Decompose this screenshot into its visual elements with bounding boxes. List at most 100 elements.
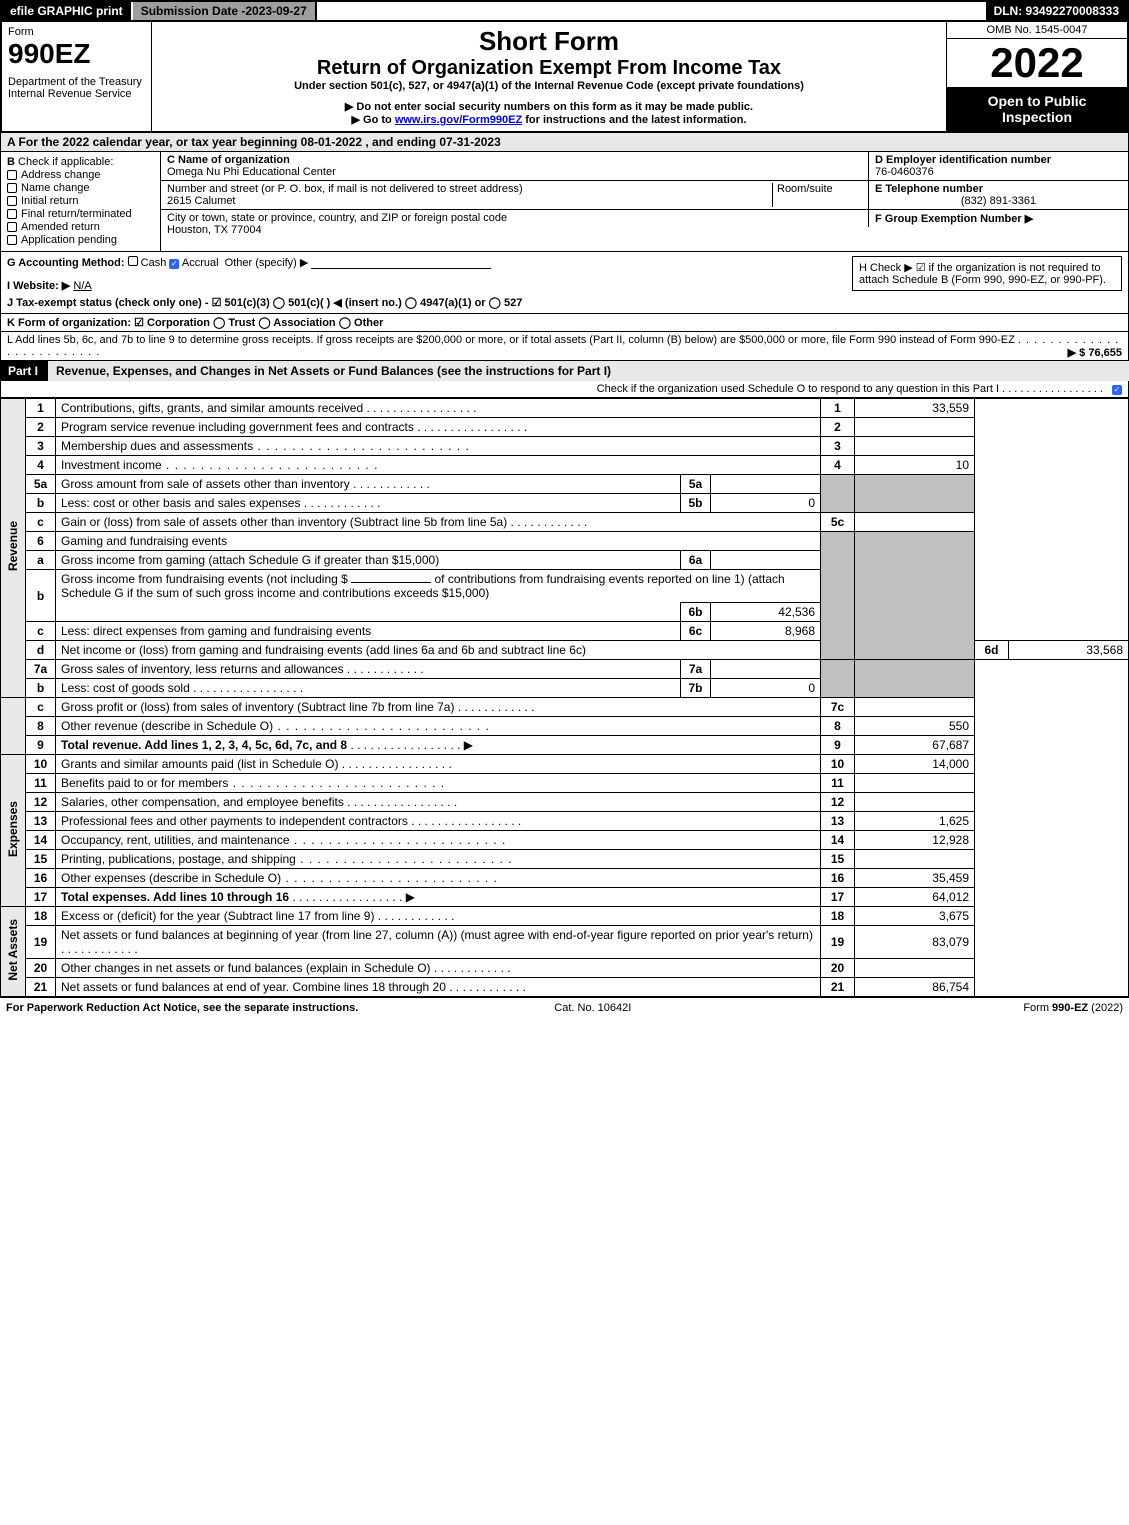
l5a-sv — [711, 475, 821, 494]
k-text: K Form of organization: ☑ Corporation ◯ … — [7, 317, 383, 329]
side-revenue: Revenue — [1, 399, 26, 698]
l18-text: Excess or (deficit) for the year (Subtra… — [56, 907, 821, 926]
l14-val: 12,928 — [855, 831, 975, 850]
l-amount: ▶ $ 76,655 — [1068, 346, 1122, 359]
opt-final-return: Final return/terminated — [21, 208, 132, 220]
opt-name-change: Name change — [21, 182, 90, 194]
l6d-text: Net income or (loss) from gaming and fun… — [56, 641, 821, 660]
l9-rn: 9 — [821, 736, 855, 755]
subtitle-1: Under section 501(c), 527, or 4947(a)(1)… — [158, 80, 940, 92]
chk-application-pending[interactable] — [7, 235, 17, 245]
l3-text: Membership dues and assessments — [56, 437, 821, 456]
l8-text: Other revenue (describe in Schedule O) — [56, 717, 821, 736]
sub3-pre: ▶ Go to — [352, 114, 395, 126]
chk-address-change[interactable] — [7, 170, 17, 180]
l17-num: 17 — [26, 888, 56, 907]
grey-cell — [855, 475, 975, 513]
l17-rn: 17 — [821, 888, 855, 907]
opt-address-change: Address change — [21, 169, 101, 181]
l17-text: Total expenses. Add lines 10 through 16 … — [56, 888, 821, 907]
l5c-num: c — [26, 513, 56, 532]
chk-schedule-o[interactable] — [1112, 385, 1122, 395]
chk-final-return[interactable] — [7, 209, 17, 219]
form-label: Form — [8, 26, 145, 38]
part-1-sub: Check if the organization used Schedule … — [0, 381, 1129, 398]
section-b-wrap: B Check if applicable: Address change Na… — [0, 152, 1129, 252]
l2-text: Program service revenue including govern… — [56, 418, 821, 437]
l15-num: 15 — [26, 850, 56, 869]
l6-text: Gaming and fundraising events — [56, 532, 821, 551]
footer-right: Form 990-EZ (2022) — [1023, 1002, 1123, 1014]
g-other-blank[interactable] — [311, 257, 491, 269]
l5a-sn: 5a — [681, 475, 711, 494]
subm-label: Submission Date - — [141, 4, 246, 18]
grey-cell — [855, 660, 975, 698]
l7a-text: Gross sales of inventory, less returns a… — [56, 660, 681, 679]
l5c-rn: 5c — [821, 513, 855, 532]
l6d-val: 33,568 — [1009, 641, 1129, 660]
l19-rn: 19 — [821, 926, 855, 959]
section-b: B Check if applicable: Address change Na… — [1, 152, 161, 251]
l20-num: 20 — [26, 959, 56, 978]
l7b-text: Less: cost of goods sold — [56, 679, 681, 698]
top-bar: efile GRAPHIC print Submission Date - 20… — [0, 0, 1129, 20]
submission-date: Submission Date - 2023-09-27 — [133, 2, 317, 20]
l13-rn: 13 — [821, 812, 855, 831]
open-to-public: Open to Public Inspection — [947, 87, 1127, 131]
l21-text: Net assets or fund balances at end of ye… — [56, 978, 821, 997]
l10-rn: 10 — [821, 755, 855, 774]
l17-val: 64,012 — [855, 888, 975, 907]
row-k: K Form of organization: ☑ Corporation ◯ … — [0, 314, 1129, 332]
chk-name-change[interactable] — [7, 183, 17, 193]
l1-val: 33,559 — [855, 399, 975, 418]
opt-amended-return: Amended return — [21, 221, 100, 233]
website: N/A — [73, 280, 91, 292]
l5a-text: Gross amount from sale of assets other t… — [56, 475, 681, 494]
l5b-text: Less: cost or other basis and sales expe… — [56, 494, 681, 513]
l-text: L Add lines 5b, 6c, and 7b to line 9 to … — [7, 334, 1015, 346]
l9-num: 9 — [26, 736, 56, 755]
page-footer: For Paperwork Reduction Act Notice, see … — [0, 997, 1129, 1018]
l18-rn: 18 — [821, 907, 855, 926]
l9-val: 67,687 — [855, 736, 975, 755]
row-g-h: H Check ▶ ☑ if the organization is not r… — [0, 252, 1129, 314]
chk-accrual[interactable] — [169, 259, 179, 269]
chk-amended-return[interactable] — [7, 222, 17, 232]
grey-cell — [855, 532, 975, 660]
l1-num: 1 — [26, 399, 56, 418]
l6b-spacer — [56, 603, 681, 622]
l8-num: 8 — [26, 717, 56, 736]
l7a-num: 7a — [26, 660, 56, 679]
efile-label[interactable]: efile GRAPHIC print — [2, 2, 133, 20]
irs-link[interactable]: www.irs.gov/Form990EZ — [395, 114, 522, 126]
side-net-assets: Net Assets — [1, 907, 26, 997]
main-title: Return of Organization Exempt From Incom… — [158, 57, 940, 80]
subtitle-2: ▶ Do not enter social security numbers o… — [158, 100, 940, 113]
l16-num: 16 — [26, 869, 56, 888]
l5c-text: Gain or (loss) from sale of assets other… — [56, 513, 821, 532]
l5b-sn: 5b — [681, 494, 711, 513]
l7b-sv: 0 — [711, 679, 821, 698]
l5a-num: 5a — [26, 475, 56, 494]
d-label: D Employer identification number — [875, 154, 1051, 166]
subm-date-val: 2023-09-27 — [245, 4, 306, 18]
form-header: Form 990EZ Department of the Treasury In… — [0, 20, 1129, 133]
ein: 76-0460376 — [875, 166, 934, 178]
chk-initial-return[interactable] — [7, 196, 17, 206]
section-d-e-f: D Employer identification number 76-0460… — [868, 152, 1128, 251]
org-name: Omega Nu Phi Educational Center — [167, 166, 336, 178]
l7b-sn: 7b — [681, 679, 711, 698]
l16-rn: 16 — [821, 869, 855, 888]
l10-text: Grants and similar amounts paid (list in… — [56, 755, 821, 774]
chk-cash[interactable] — [128, 256, 138, 266]
opt-initial-return: Initial return — [21, 195, 78, 207]
l21-val: 86,754 — [855, 978, 975, 997]
l13-num: 13 — [26, 812, 56, 831]
row-a-period: A For the 2022 calendar year, or tax yea… — [0, 133, 1129, 152]
l2-num: 2 — [26, 418, 56, 437]
l16-val: 35,459 — [855, 869, 975, 888]
l19-text: Net assets or fund balances at beginning… — [56, 926, 821, 959]
section-c: C Name of organization Omega Nu Phi Educ… — [161, 152, 868, 251]
phone: (832) 891-3361 — [875, 195, 1122, 207]
l3-rn: 3 — [821, 437, 855, 456]
